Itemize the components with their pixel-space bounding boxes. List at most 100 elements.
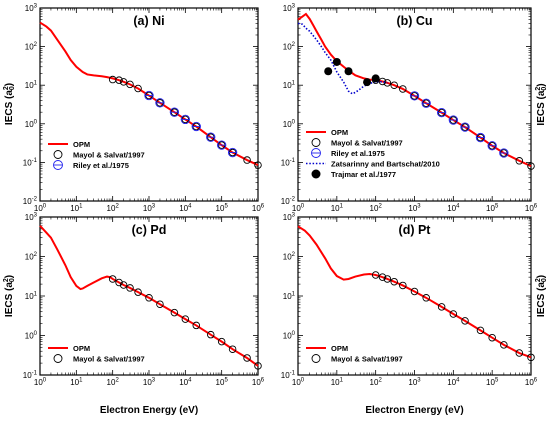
mayol-point [476,326,485,335]
mayol-point [399,281,407,290]
riley-point [144,90,154,101]
mayol-point [515,157,524,165]
legend-open-circle-swatch [53,150,63,159]
y-axis-label: IECS (a02) [3,83,16,125]
y-tick-label: 103 [283,4,296,14]
mayol-point [527,353,535,362]
series-line [39,21,259,167]
riley-point [191,121,201,132]
x-tick-label: 102 [370,204,383,214]
panel-1: 100 101 102 103 104 105 106 10-2 10-1 100 101 102 10… [281,4,548,214]
series-line [297,225,532,359]
mayol-point [527,162,535,170]
legend-label: Mayol & Salvat/1997 [331,139,403,148]
riley-point [475,132,486,143]
x-tick-label: 102 [107,204,120,214]
x-tick-label: 105 [216,204,229,214]
riley-point [436,107,447,118]
riley-point [217,140,227,150]
mayol-point [134,288,142,296]
y-tick-label: 102 [25,252,38,262]
mayol-point [410,287,419,296]
x-tick-label: 102 [370,378,383,388]
opm-curve [297,225,532,359]
legend-open-circle-swatch [53,354,63,363]
x-tick-label: 101 [331,204,344,214]
x-tick-label: 106 [252,204,265,214]
mayol-point [383,275,392,283]
mayol-point [115,278,123,287]
panel-title: (c) Pd [132,223,167,237]
x-axis-label: Electron Energy (eV) [365,405,463,416]
y-tick-label: 10-2 [281,197,296,207]
mayol-point [192,321,201,330]
x-tick-label: 101 [331,378,344,388]
trajmar-point [363,78,372,87]
riley-point [155,98,165,108]
y-tick-label: 101 [25,81,38,91]
x-tick-label: 100 [34,204,47,214]
legend-open-circle-swatch [311,354,321,363]
mayol-point [378,77,387,86]
y-tick-label: 101 [283,292,296,302]
x-tick-label: 103 [143,378,156,388]
mayol-point [145,294,153,302]
legend-label: Mayol & Salvat/1997 [73,355,145,364]
y-tick-label: 100 [25,331,38,341]
riley-point [421,98,431,108]
series-line [39,225,259,367]
x-tick-label: 104 [179,204,192,214]
legend-label: Trajmar et al./1977 [331,170,396,179]
mayol-point [181,315,190,323]
y-tick-label: 10-1 [23,371,38,381]
series-filled-circle [324,57,380,87]
opm-curve [39,225,259,367]
mayol-point [156,300,164,308]
y-tick-label: 102 [283,42,296,52]
series-circle-bar [409,91,509,158]
x-tick-label: 105 [486,204,499,214]
x-tick-label: 104 [447,378,460,388]
legend-label: Zatsarinny and Bartschat/2010 [331,160,440,169]
mayol-point [206,330,215,339]
riley-point [448,115,458,125]
trajmar-point [371,74,380,83]
mayol-point [488,333,496,342]
legend-open-circle-swatch [311,138,321,147]
x-tick-label: 100 [292,204,305,214]
x-tick-label: 105 [216,378,229,388]
panel-title: (a) Ni [133,14,164,28]
riley-point [180,114,190,125]
legend-label: Riley et al.1975 [331,149,385,158]
opm-curve [39,21,259,167]
y-tick-label: 100 [283,119,296,129]
mayol-point [461,317,469,325]
riley-point [169,107,180,117]
y-tick-label: 102 [25,42,38,52]
x-tick-label: 105 [486,378,499,388]
legend-label: Mayol & Salvat/1997 [73,151,145,160]
legend-label: OPM [331,128,348,137]
mayol-point [254,161,262,169]
y-tick-label: 103 [25,213,38,223]
legend-label: Riley et al./1975 [73,161,129,170]
mayol-point [126,284,134,292]
mayol-point [515,349,524,357]
trajmar-point [344,67,353,76]
y-tick-label: 101 [25,292,38,302]
mayol-point [115,76,123,84]
mayol-point [217,337,226,346]
riley-point [409,91,420,101]
mayol-point [119,281,128,289]
series-open-circle [108,275,262,370]
y-tick-label: 103 [283,213,296,223]
x-tick-label: 102 [107,378,120,388]
legend-label: OPM [331,344,348,353]
x-tick-label: 106 [525,378,538,388]
legend-label: OPM [73,140,90,149]
mayol-point [243,354,251,362]
y-tick-label: 100 [25,119,38,129]
mayol-point [134,84,142,93]
legend: OPM Mayol & Salvat/1997 [48,344,145,364]
